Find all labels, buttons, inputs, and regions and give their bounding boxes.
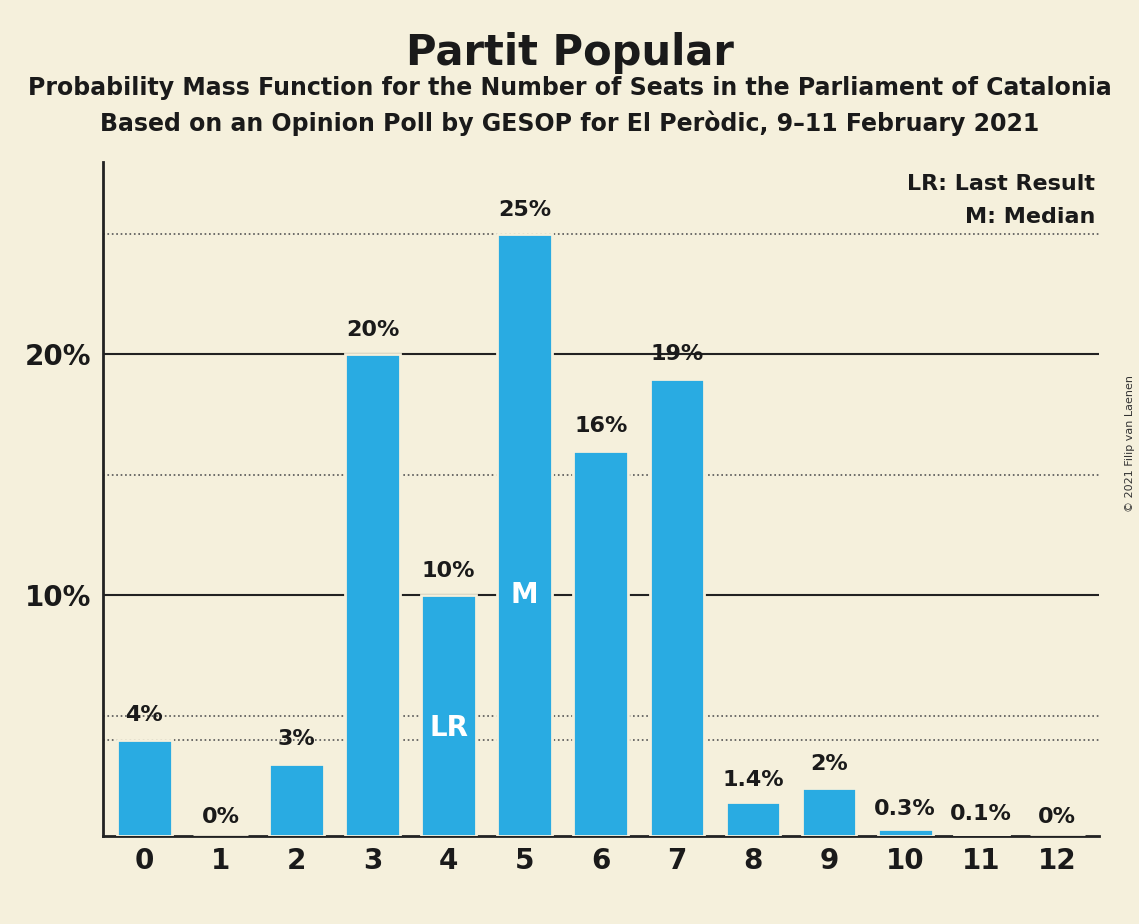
Text: 1.4%: 1.4%	[722, 771, 784, 790]
Text: 3%: 3%	[278, 729, 316, 749]
Text: 4%: 4%	[125, 705, 163, 725]
Text: 0.3%: 0.3%	[875, 799, 936, 820]
Bar	[345, 355, 400, 836]
Bar	[878, 829, 933, 836]
Text: LR: Last Result: LR: Last Result	[908, 174, 1096, 194]
Bar	[802, 788, 857, 836]
Text: © 2021 Filip van Laenen: © 2021 Filip van Laenen	[1125, 375, 1134, 512]
Text: 10%: 10%	[421, 561, 475, 581]
Bar	[649, 379, 704, 836]
Text: 25%: 25%	[498, 200, 551, 220]
Text: 19%: 19%	[650, 344, 704, 364]
Bar	[269, 764, 323, 836]
Text: 0.1%: 0.1%	[950, 804, 1013, 824]
Text: Based on an Opinion Poll by GESOP for El Peròdic, 9–11 February 2021: Based on an Opinion Poll by GESOP for El…	[100, 111, 1039, 137]
Text: 16%: 16%	[574, 417, 628, 436]
Text: Probability Mass Function for the Number of Seats in the Parliament of Catalonia: Probability Mass Function for the Number…	[27, 76, 1112, 100]
Text: 0%: 0%	[1039, 807, 1076, 827]
Text: LR: LR	[429, 714, 468, 742]
Text: 20%: 20%	[346, 320, 400, 340]
Bar	[726, 802, 780, 836]
Bar	[953, 833, 1009, 836]
Text: 0%: 0%	[202, 807, 239, 827]
Bar	[117, 740, 172, 836]
Bar	[421, 595, 476, 836]
Bar	[573, 451, 629, 836]
Text: Partit Popular: Partit Popular	[405, 32, 734, 74]
Text: M: Median: M: Median	[965, 208, 1096, 227]
Text: 2%: 2%	[810, 754, 847, 773]
Text: M: M	[511, 581, 539, 609]
Bar	[498, 234, 552, 836]
